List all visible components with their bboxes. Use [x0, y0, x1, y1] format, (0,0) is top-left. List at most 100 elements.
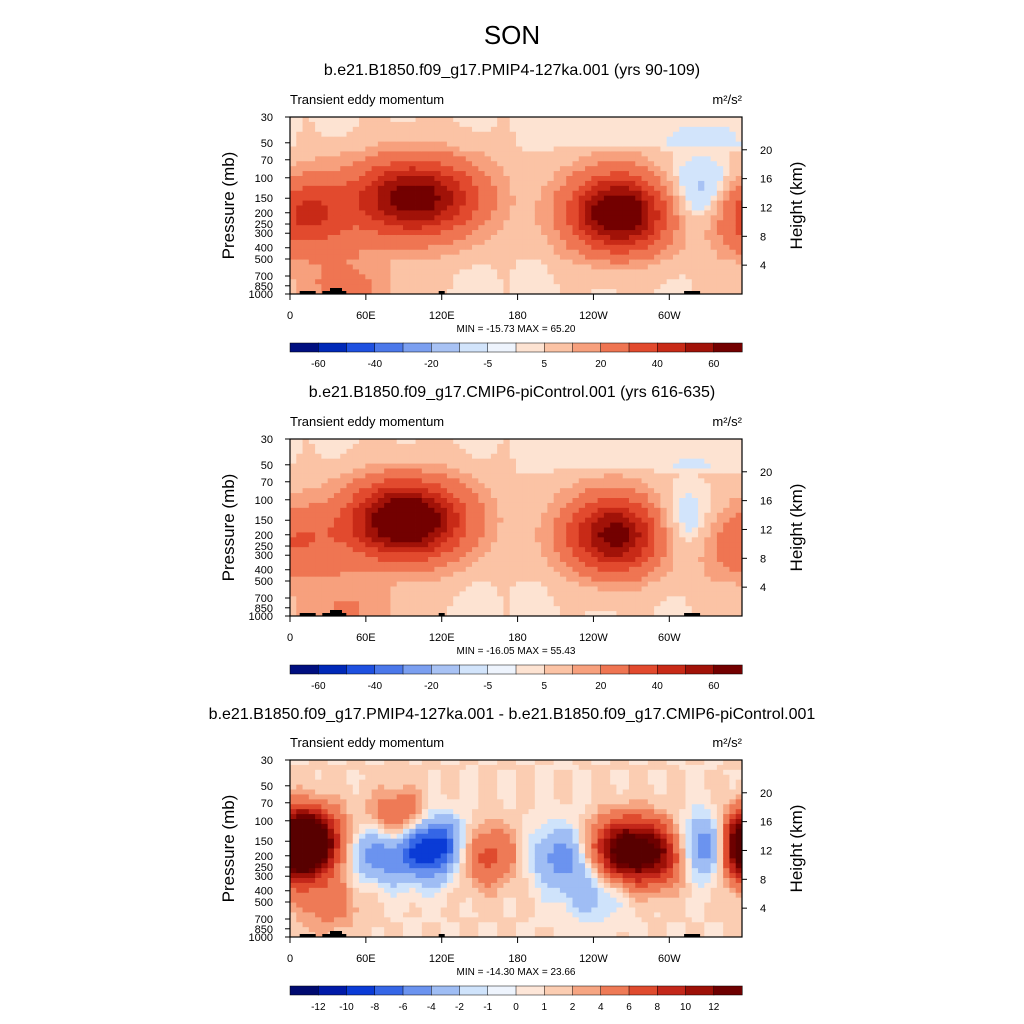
heatmap-cell	[290, 448, 297, 455]
heatmap-cell	[528, 244, 536, 251]
heatmap-cell	[553, 215, 561, 221]
heatmap-cell	[704, 151, 712, 157]
heatmap-cell	[654, 606, 661, 612]
heatmap-cell	[547, 581, 555, 587]
heatmap-cell	[315, 205, 322, 211]
heatmap-cell	[478, 453, 486, 460]
heatmap-cell	[390, 131, 398, 138]
heatmap-cell	[534, 571, 542, 578]
heatmap-cell	[666, 576, 674, 582]
heatmap-cell	[371, 458, 379, 464]
heatmap-cell	[704, 254, 712, 260]
heatmap-cell	[490, 458, 498, 464]
heatmap-cell	[327, 522, 335, 528]
heatmap-cell	[603, 131, 611, 138]
heatmap-cell	[534, 443, 542, 450]
heatmap-cell	[528, 166, 536, 172]
heatmap-cell	[679, 254, 686, 260]
heatmap-cell	[484, 289, 492, 295]
heatmap-cell	[472, 195, 479, 201]
heatmap-cell	[409, 195, 416, 201]
heatmap-cell	[597, 156, 605, 162]
heatmap-cell	[516, 117, 523, 123]
heatmap-cell	[585, 601, 592, 607]
heatmap-cell	[591, 156, 599, 162]
heatmap-cell	[371, 161, 379, 167]
heatmap-cell	[666, 200, 674, 206]
heatmap-cell	[421, 259, 429, 265]
heatmap-cell	[660, 274, 668, 280]
heatmap-cell	[327, 532, 335, 538]
heatmap-cell	[390, 126, 398, 133]
heatmap-cell	[497, 151, 504, 157]
heatmap-cell	[321, 542, 329, 548]
heatmap-cell	[327, 512, 335, 519]
heatmap-cell	[704, 146, 712, 152]
heatmap-cell	[672, 566, 680, 573]
heatmap-cell	[559, 586, 567, 592]
heatmap-cell	[647, 284, 655, 290]
heatmap-cell	[321, 473, 329, 479]
heatmap-cell	[629, 131, 636, 138]
heatmap-cell	[333, 166, 341, 172]
heatmap-cell	[679, 131, 686, 138]
heatmap-cell	[446, 215, 454, 221]
heatmap-cell	[541, 439, 548, 445]
heatmap-cell	[446, 284, 454, 290]
heatmap-cell	[472, 156, 479, 162]
heatmap-cell	[333, 552, 341, 558]
heatmap-cell	[346, 488, 354, 494]
heatmap-cell	[710, 141, 718, 147]
heatmap-cell	[359, 230, 366, 236]
heatmap-cell	[327, 225, 335, 231]
heatmap-cell	[635, 586, 642, 592]
heatmap-cell	[691, 225, 699, 231]
heatmap-cell	[698, 215, 705, 221]
heatmap-cell	[503, 235, 511, 241]
heatmap-cell	[616, 571, 624, 578]
heatmap-cell	[384, 576, 391, 582]
heatmap-cell	[534, 547, 542, 553]
heatmap-cell	[666, 561, 674, 568]
heatmap-cell	[591, 458, 599, 464]
heatmap-cell	[377, 463, 385, 469]
heatmap-cell	[566, 591, 573, 597]
heatmap-cell	[321, 453, 329, 460]
heatmap-cell	[409, 571, 416, 578]
heatmap-cell	[377, 512, 385, 519]
heatmap-cell	[478, 463, 486, 469]
heatmap-cell	[490, 566, 498, 573]
colorbar-box	[289, 342, 319, 353]
heatmap-cell	[340, 478, 347, 484]
heatmap-cell	[352, 136, 360, 142]
heatmap-cell	[616, 507, 624, 514]
heatmap-cell	[635, 552, 642, 558]
heatmap-cell	[578, 473, 586, 479]
heatmap-cell	[685, 254, 693, 260]
heatmap-cell	[308, 225, 316, 231]
heatmap-cell	[409, 264, 416, 270]
heatmap-cell	[453, 542, 460, 548]
heatmap-cell	[478, 473, 486, 479]
heatmap-cell	[327, 121, 335, 128]
heatmap-cell	[340, 166, 347, 172]
heatmap-cell	[553, 274, 561, 280]
heatmap-cell	[635, 200, 642, 206]
heatmap-cell	[572, 557, 580, 563]
heatmap-cell	[666, 606, 674, 612]
heatmap-cell	[403, 488, 410, 494]
heatmap-cell	[691, 205, 699, 211]
heatmap-cell	[403, 542, 410, 548]
heatmap-cell	[302, 185, 310, 192]
heatmap-cell	[723, 215, 730, 221]
heatmap-cell	[415, 527, 423, 533]
heatmap-cell	[352, 552, 360, 558]
heatmap-cell	[566, 488, 573, 494]
heatmap-cell	[672, 264, 680, 270]
heatmap-cell	[440, 146, 448, 152]
heatmap-cell	[603, 443, 611, 450]
heatmap-cell	[641, 561, 649, 568]
heatmap-cell	[534, 166, 542, 172]
heatmap-cell	[685, 156, 693, 162]
heatmap-cell	[359, 244, 366, 251]
